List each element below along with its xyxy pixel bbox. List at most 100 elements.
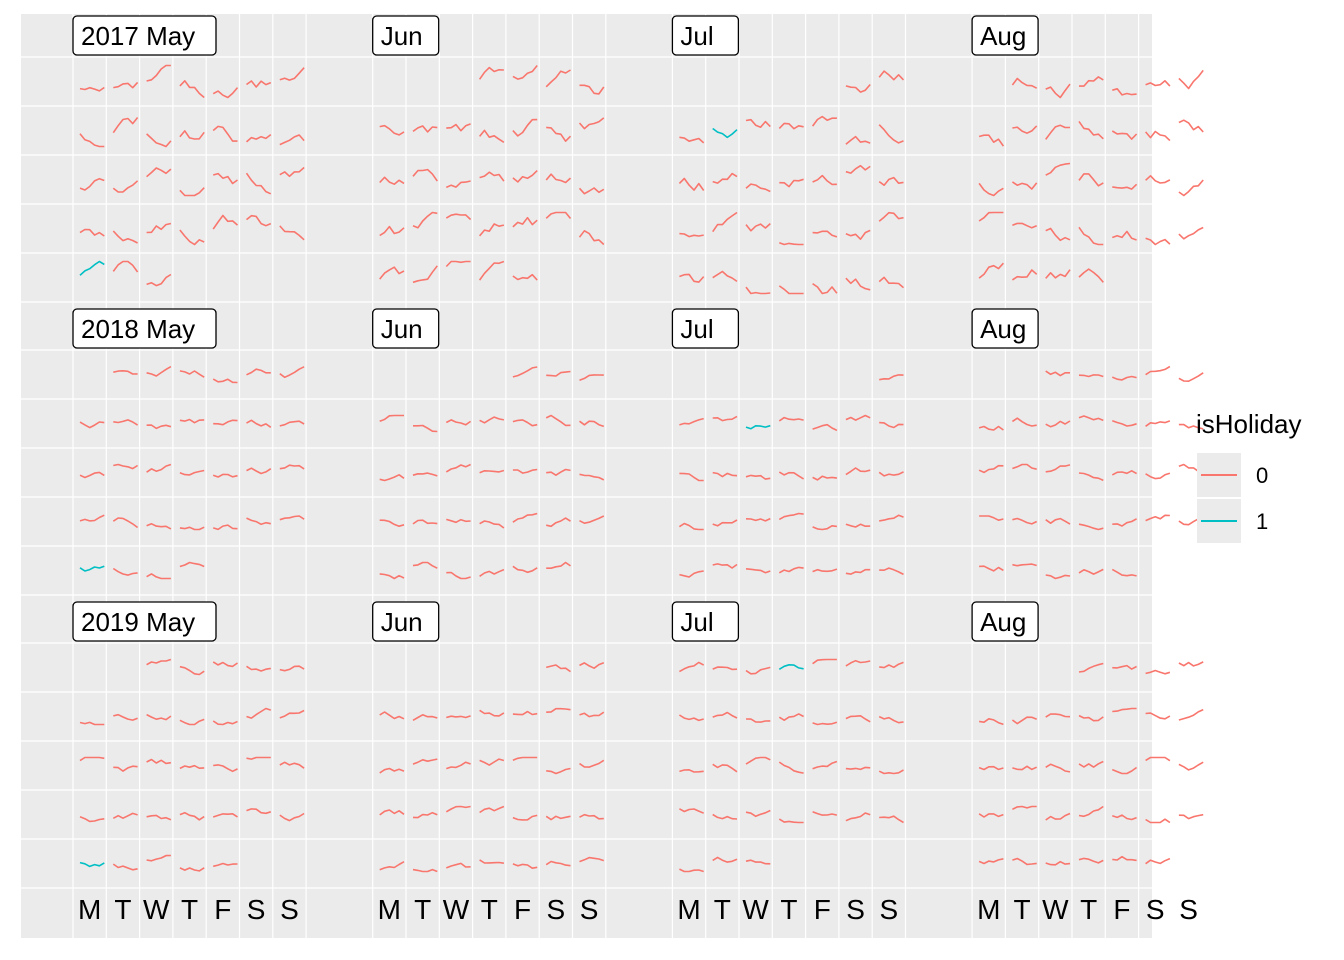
strip-label-box	[671, 601, 740, 642]
month-strip-labels: 2017 May Jun Jul Aug 2018 May Jun Jul Aug 2019 M…	[72, 15, 1039, 642]
day-series-line	[778, 416, 804, 422]
day-series-line	[113, 463, 139, 470]
day-series-line	[778, 713, 804, 722]
day-series-line	[512, 64, 538, 80]
day-series-line	[579, 374, 604, 382]
day-series-line	[812, 721, 838, 726]
day-series-line	[179, 665, 205, 676]
day-series-line	[1112, 419, 1137, 427]
weekday-label: M	[78, 894, 101, 925]
day-series-line	[779, 241, 804, 246]
day-series-line	[879, 421, 904, 429]
day-series-line	[212, 125, 238, 142]
day-series-line	[412, 713, 438, 721]
weekday-label: T	[780, 894, 797, 925]
day-series-line	[479, 568, 505, 577]
day-series-line	[812, 760, 838, 770]
day-series-line	[146, 658, 172, 666]
day-series-line	[1178, 423, 1204, 430]
day-series-line	[812, 810, 838, 816]
day-series-line	[712, 563, 738, 569]
day-series-line	[279, 225, 305, 241]
day-series-line	[379, 124, 405, 136]
day-series-line	[146, 854, 171, 862]
day-series-line	[1111, 375, 1137, 381]
day-series-line	[1111, 568, 1137, 577]
day-series-line	[879, 514, 904, 522]
strip-label: Jun	[381, 314, 423, 344]
day-series-line	[1145, 472, 1171, 480]
day-series-line	[179, 867, 205, 872]
day-series-line	[879, 661, 904, 669]
day-series-line	[146, 365, 172, 377]
day-series-line	[579, 473, 605, 481]
strip-label: Jul	[680, 314, 713, 344]
day-series-line	[979, 515, 1004, 522]
day-series-line	[579, 813, 604, 820]
day-series-line	[212, 214, 239, 230]
day-series-line	[112, 567, 138, 576]
day-series-line	[1145, 80, 1171, 87]
day-series-line	[1112, 88, 1137, 96]
day-series-line	[546, 767, 571, 775]
day-series-line	[412, 168, 438, 182]
day-series-line	[1012, 517, 1038, 525]
day-series-line	[1178, 661, 1204, 667]
day-series-line	[479, 709, 505, 717]
day-series-line	[512, 273, 538, 281]
day-series-line	[479, 171, 505, 182]
day-series-line	[978, 211, 1004, 222]
day-series-line	[845, 523, 871, 528]
weekday-label: M	[977, 894, 1000, 925]
day-series-line	[79, 133, 105, 148]
day-series-line	[845, 766, 871, 771]
weekday-label: F	[1113, 894, 1130, 925]
day-series-line	[146, 713, 172, 721]
strip-label: Jun	[381, 607, 423, 637]
day-series-line	[113, 765, 138, 772]
day-series-line	[579, 515, 605, 525]
day-series-line	[446, 715, 471, 719]
day-series-line	[578, 230, 605, 246]
day-series-line	[1045, 812, 1071, 821]
day-series-line	[446, 862, 471, 869]
day-series-line	[112, 260, 139, 273]
day-series-line	[512, 170, 538, 183]
strip-label-box	[372, 15, 440, 56]
day-series-line	[579, 84, 605, 95]
day-series-line	[579, 661, 605, 670]
day-series-line	[479, 758, 505, 766]
day-series-line	[1012, 125, 1038, 134]
day-series-line	[79, 86, 105, 92]
day-series-line	[113, 713, 138, 721]
day-series-line	[1078, 523, 1104, 531]
day-series-line	[545, 860, 571, 867]
weekday-label: S	[580, 894, 599, 925]
day-series-line	[179, 187, 205, 197]
day-series-line	[113, 419, 139, 426]
day-series-line	[679, 472, 704, 482]
day-series-line	[246, 665, 271, 672]
day-series-line	[279, 709, 305, 719]
day-series-line	[246, 214, 272, 227]
day-series-line	[1079, 76, 1104, 87]
day-series-line	[146, 273, 172, 287]
day-series-line	[812, 230, 838, 238]
day-series-line	[579, 711, 605, 718]
day-series-line	[778, 818, 804, 824]
weekday-label: T	[1013, 894, 1030, 925]
day-series-line	[212, 473, 238, 478]
day-series-line	[879, 567, 904, 576]
day-series-line	[1011, 77, 1038, 89]
day-series-line	[112, 863, 138, 871]
day-series-line	[878, 471, 904, 477]
day-series-line	[213, 862, 238, 868]
day-series-line	[745, 859, 771, 865]
day-series-line	[745, 118, 771, 128]
day-series-line	[113, 369, 138, 375]
day-series-line	[745, 756, 771, 765]
day-series-line	[1078, 472, 1104, 482]
day-series-line	[1112, 664, 1137, 670]
day-series-line	[79, 228, 105, 237]
